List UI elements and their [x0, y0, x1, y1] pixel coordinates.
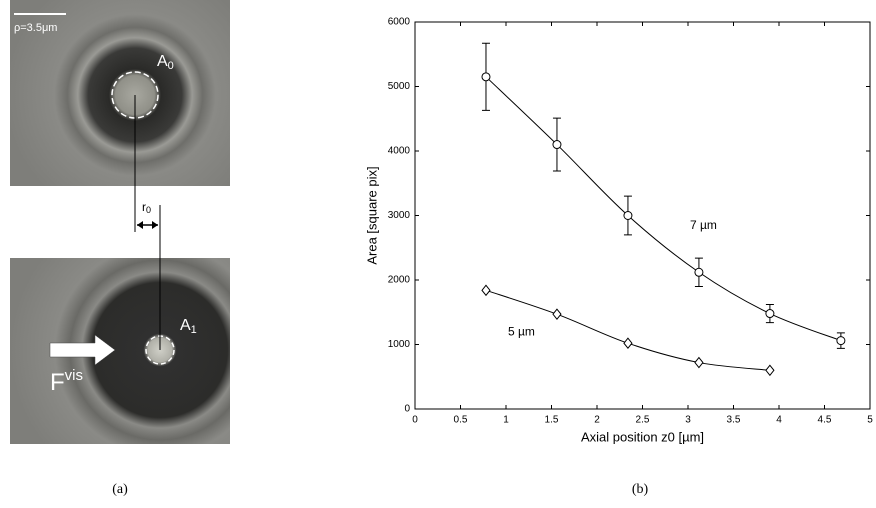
boundary-a0: [111, 71, 159, 119]
series-label: 5 µm: [508, 324, 535, 338]
offset-arrowheads: [137, 221, 158, 229]
marker: [481, 72, 491, 82]
marker: [836, 336, 846, 346]
y-tick-label: 6000: [388, 17, 411, 28]
marker: [481, 284, 491, 297]
x-tick-label: 1: [503, 415, 509, 426]
label-force: Fvis: [50, 367, 83, 396]
y-tick-label: 3000: [388, 210, 411, 221]
x-tick-label: 1.5: [545, 415, 559, 426]
x-tick-label: 3: [685, 415, 691, 426]
label-a0: A0: [157, 53, 174, 72]
scale-label: ρ=3.5μm: [14, 22, 57, 34]
x-tick-label: 4: [776, 415, 782, 426]
y-tick-label: 0: [404, 404, 410, 415]
x-tick-label: 2.5: [636, 415, 650, 426]
caption-b: (b): [632, 482, 649, 497]
label-a1: A1: [180, 317, 197, 336]
y-tick-label: 2000: [388, 275, 411, 286]
fit-line: [485, 76, 842, 342]
x-tick-label: 2: [594, 415, 600, 426]
marker: [694, 267, 704, 277]
chart: 0 0.5 1 1.5 2 2.5 3 3.5 4 4.5 5 0 1000 2000 3000 4000 50…: [364, 17, 873, 445]
marker: [765, 309, 775, 319]
y-tick-label: 1000: [388, 339, 411, 350]
image-top: [10, 0, 230, 186]
force-arrow: [49, 334, 116, 366]
marker: [552, 308, 562, 320]
y-tick-label: 4000: [388, 146, 411, 157]
series-label: 7 µm: [690, 218, 717, 232]
caption-a: (a): [112, 482, 128, 497]
label-r0: r0: [142, 200, 151, 215]
marker: [623, 211, 633, 220]
x-axis-label: Axial position z0 [µm]: [581, 429, 704, 444]
x-tick-label: 5: [867, 415, 873, 426]
x-tick-label: 0: [412, 415, 418, 426]
marker: [765, 364, 775, 377]
y-tick-label: 5000: [388, 81, 411, 92]
image-bottom: [10, 258, 230, 444]
x-tick-label: 0.5: [454, 415, 468, 426]
y-axis-label: Area [square pix]: [364, 166, 379, 264]
marker: [623, 337, 633, 350]
x-tick-label: 4.5: [818, 415, 832, 426]
marker: [694, 356, 704, 369]
x-tick-label: 3.5: [727, 415, 741, 426]
marker: [552, 140, 562, 150]
